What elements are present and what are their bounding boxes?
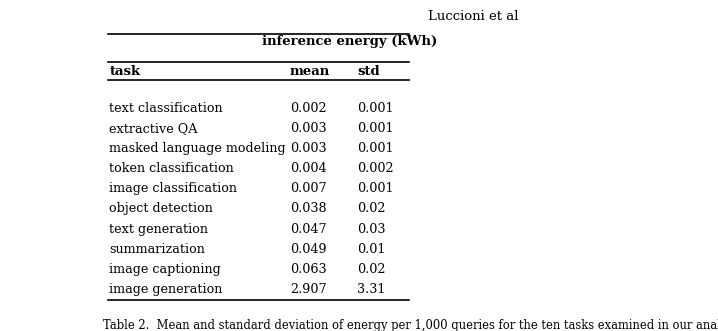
Text: image captioning: image captioning (109, 263, 221, 276)
Text: summarization: summarization (109, 243, 205, 256)
Text: 0.001: 0.001 (358, 142, 394, 155)
Text: masked language modeling: masked language modeling (109, 142, 286, 155)
Text: 0.02: 0.02 (358, 263, 386, 276)
Text: 0.004: 0.004 (290, 162, 327, 175)
Text: 0.001: 0.001 (358, 102, 394, 115)
Text: std: std (358, 65, 380, 78)
Text: mean: mean (290, 65, 330, 78)
Text: Luccioni et al: Luccioni et al (428, 10, 518, 24)
Text: 0.003: 0.003 (290, 142, 327, 155)
Text: extractive QA: extractive QA (109, 122, 198, 135)
Text: 0.001: 0.001 (358, 122, 394, 135)
Text: 0.002: 0.002 (358, 162, 394, 175)
Text: image classification: image classification (109, 182, 238, 195)
Text: inference energy (kWh): inference energy (kWh) (262, 35, 437, 48)
Text: 0.003: 0.003 (290, 122, 327, 135)
Text: text generation: text generation (109, 223, 208, 236)
Text: 0.038: 0.038 (290, 203, 327, 215)
Text: image generation: image generation (109, 283, 223, 296)
Text: 0.02: 0.02 (358, 203, 386, 215)
Text: Table 2.  Mean and standard deviation of energy per 1,000 queries for the ten ta: Table 2. Mean and standard deviation of … (103, 319, 718, 331)
Text: 0.01: 0.01 (358, 243, 386, 256)
Text: 0.063: 0.063 (290, 263, 327, 276)
Text: 0.047: 0.047 (290, 223, 327, 236)
Text: task: task (109, 65, 141, 78)
Text: 0.007: 0.007 (290, 182, 327, 195)
Text: token classification: token classification (109, 162, 234, 175)
Text: text classification: text classification (109, 102, 223, 115)
Text: 2.907: 2.907 (290, 283, 327, 296)
Text: object detection: object detection (109, 203, 213, 215)
Text: 0.03: 0.03 (358, 223, 386, 236)
Text: 0.002: 0.002 (290, 102, 327, 115)
Text: 3.31: 3.31 (358, 283, 386, 296)
Text: 0.001: 0.001 (358, 182, 394, 195)
Text: 0.049: 0.049 (290, 243, 327, 256)
